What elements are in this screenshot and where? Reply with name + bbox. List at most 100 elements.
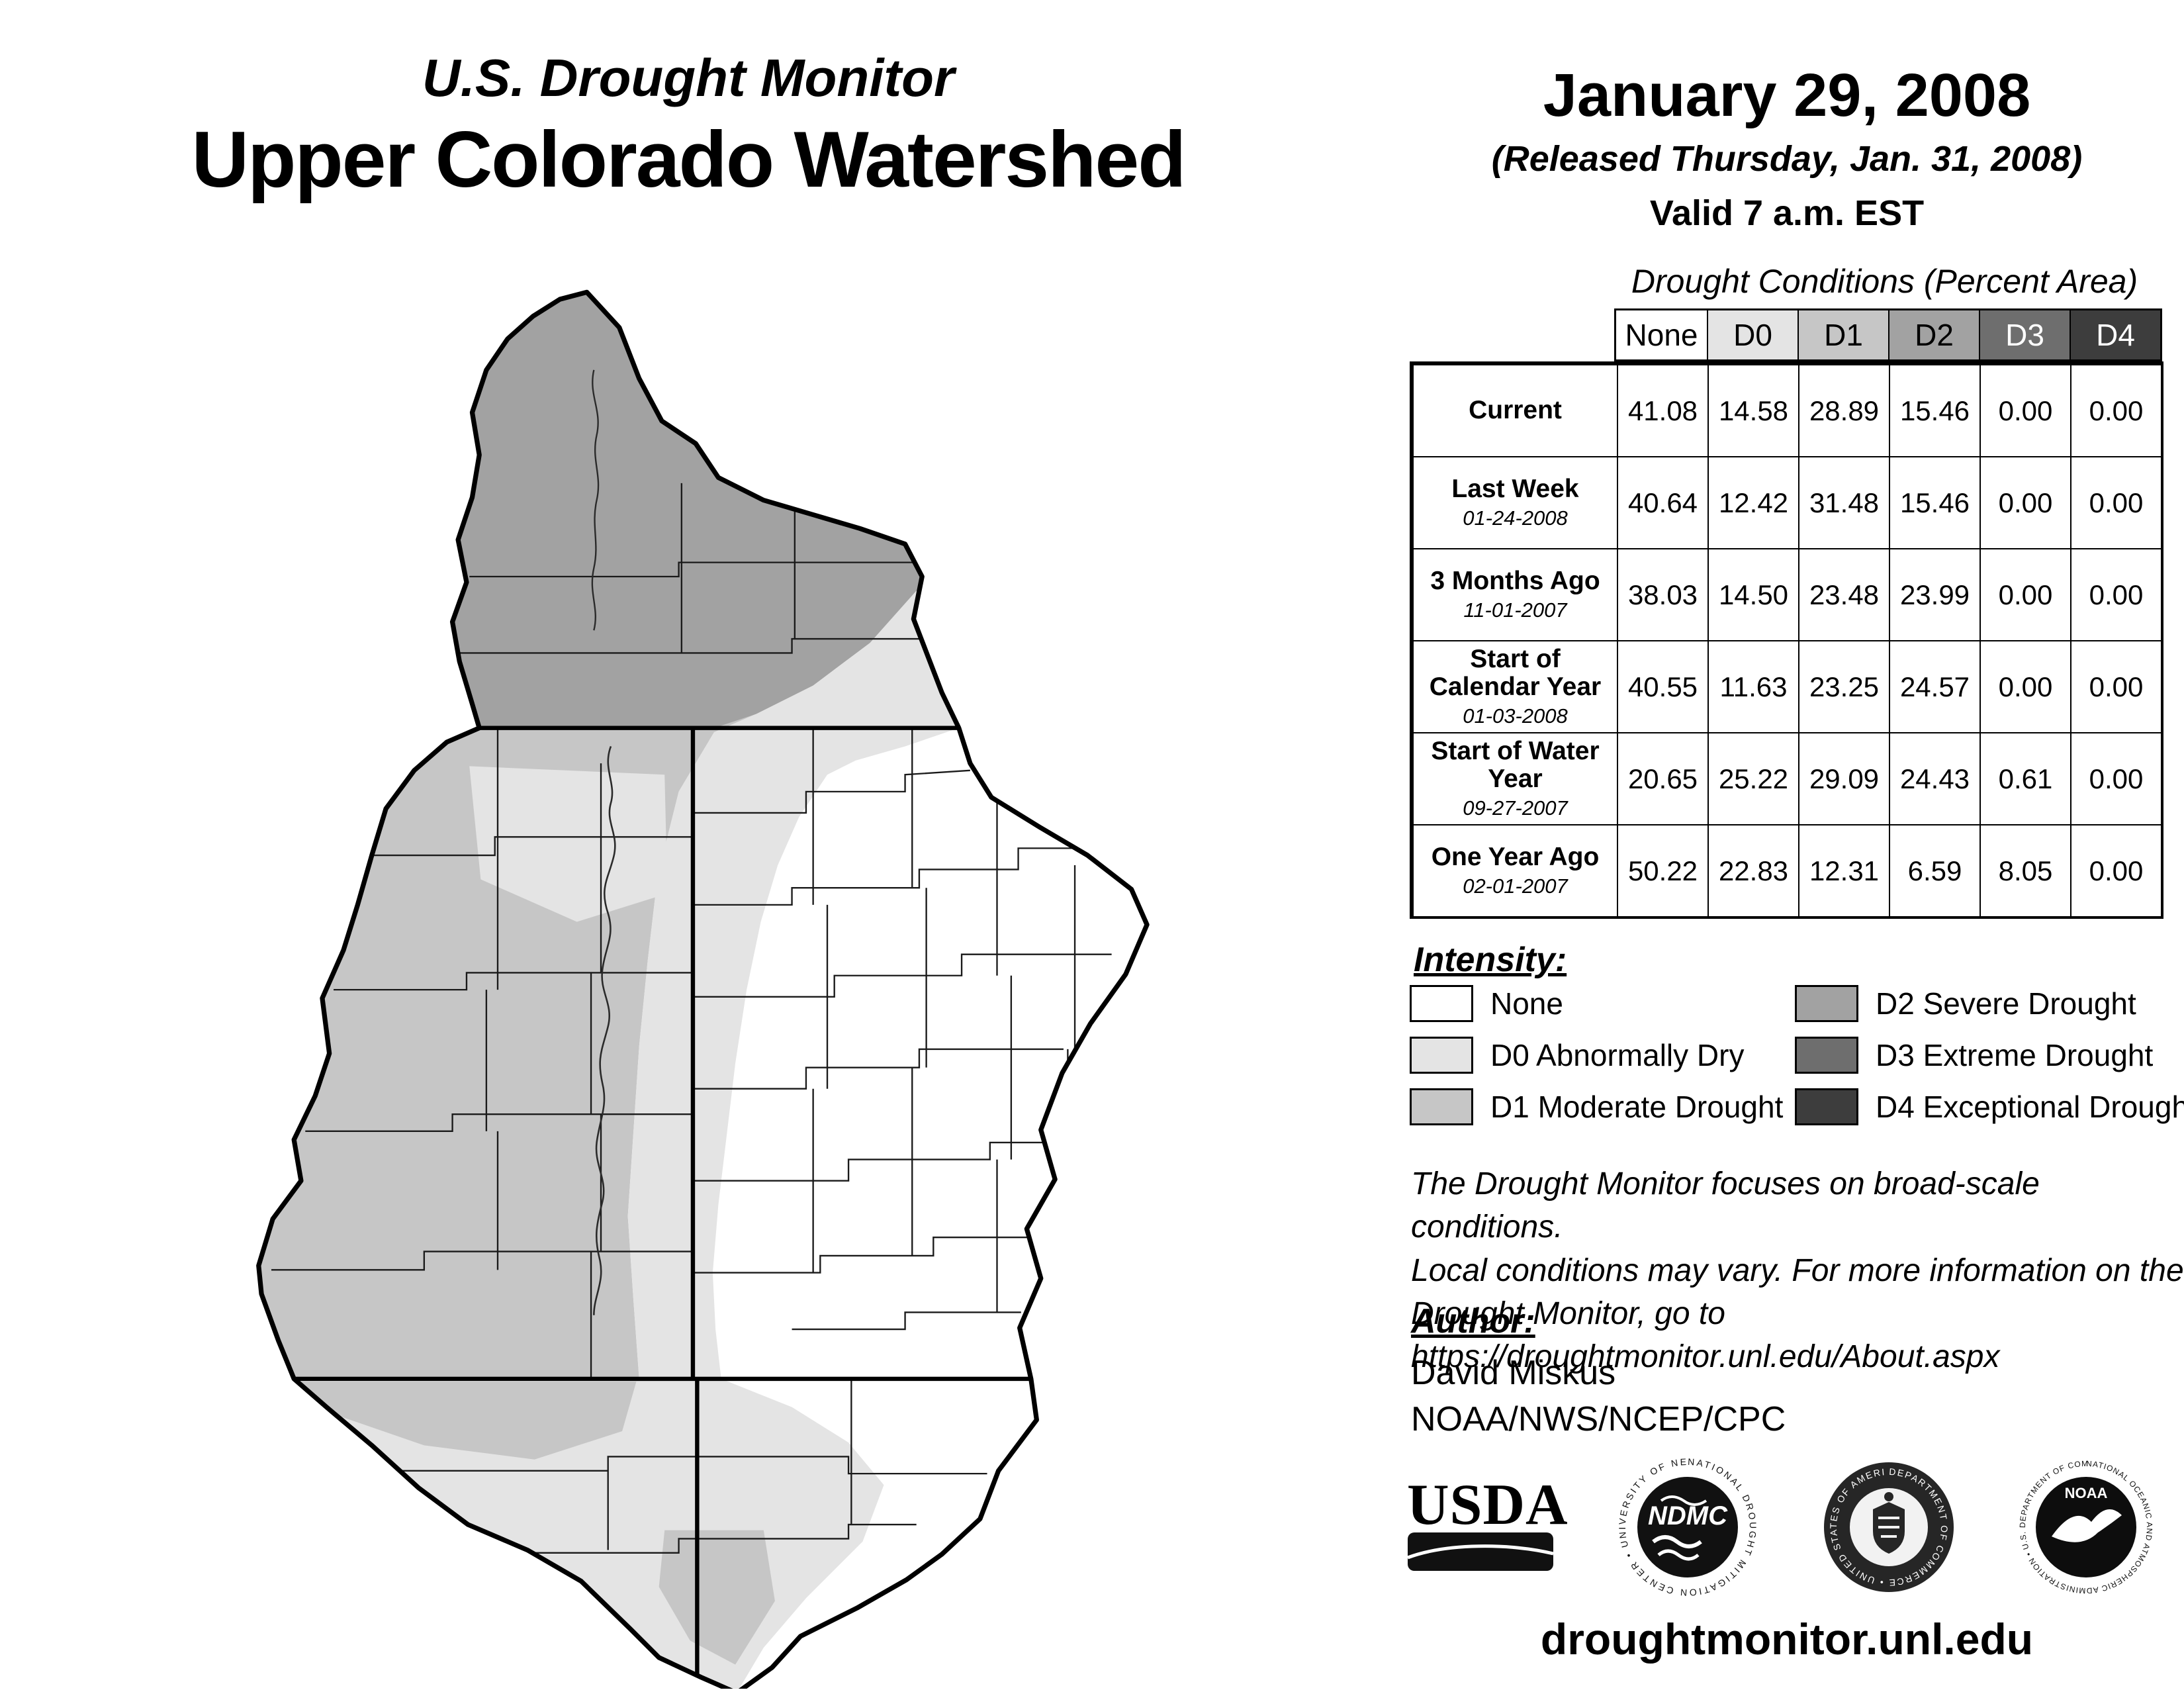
author-org: NOAA/NWS/NCEP/CPC bbox=[1411, 1400, 1786, 1438]
table-col-header-d3: D3 bbox=[1979, 310, 2070, 359]
map-region-d2 bbox=[452, 292, 923, 728]
table-value-cell: 23.48 bbox=[1798, 548, 1889, 640]
table-value-cell: 0.00 bbox=[2070, 548, 2161, 640]
table-value-cell: 41.08 bbox=[1617, 364, 1707, 456]
county-borders-south bbox=[332, 1380, 987, 1554]
report-series-title: U.S. Drought Monitor bbox=[422, 48, 955, 107]
table-header-row: None D0 D1 D2 D3 D4 bbox=[1614, 308, 2162, 361]
disclaimer-line: The Drought Monitor focuses on broad-sca… bbox=[1411, 1166, 2040, 1245]
usda-logo: USDA bbox=[1407, 1472, 1569, 1575]
upper-river-line bbox=[591, 369, 600, 631]
report-date: January 29, 2008 bbox=[1543, 62, 2031, 129]
legend-swatch bbox=[1410, 1037, 1473, 1074]
table-value-cell: 50.22 bbox=[1617, 824, 1707, 916]
table-value-cell: 14.50 bbox=[1707, 548, 1798, 640]
table-value-cell: 0.00 bbox=[1979, 548, 2070, 640]
table-row-label: One Year Ago 02-01-2007 bbox=[1412, 824, 1617, 916]
table-row-label: 3 Months Ago 11-01-2007 bbox=[1412, 548, 1617, 640]
released-date: (Released Thursday, Jan. 31, 2008) bbox=[1491, 139, 2083, 179]
date-block: January 29, 2008 (Released Thursday, Jan… bbox=[1430, 61, 2144, 234]
footer-url: droughtmonitor.unl.edu bbox=[1540, 1615, 2034, 1664]
author-name: David Miskus bbox=[1411, 1354, 1616, 1392]
table-value-cell: 0.00 bbox=[2070, 732, 2161, 824]
legend-column-left: None D0 Abnormally Dry D1 Moderate Drought bbox=[1410, 983, 1783, 1138]
table-value-cell: 23.25 bbox=[1798, 640, 1889, 732]
table-value-cell: 0.00 bbox=[1979, 640, 2070, 732]
table-body: Current 41.08 14.58 28.89 15.46 0.00 0.00 Last … bbox=[1410, 361, 2163, 919]
legend-title: Intensity: bbox=[1414, 941, 1567, 979]
table-value-cell: 40.55 bbox=[1617, 640, 1707, 732]
table-value-cell: 0.61 bbox=[1979, 732, 2070, 824]
table-title: Drought Conditions (Percent Area) bbox=[1631, 263, 2138, 300]
table-value-cell: 8.05 bbox=[1979, 824, 2070, 916]
county-borders-east bbox=[692, 728, 1112, 1331]
table-value-cell: 0.00 bbox=[2070, 456, 2161, 548]
commerce-seal-icon: DEPARTMENT OF COMMERCE • UNITED STATES O… bbox=[1824, 1462, 1954, 1592]
county-borders-north bbox=[458, 483, 941, 654]
map-region-d1-tip bbox=[659, 1530, 775, 1665]
table-value-cell: 12.31 bbox=[1798, 824, 1889, 916]
table-value-cell: 24.57 bbox=[1889, 640, 1979, 732]
disclaimer-line: Drought Monitor, go to https://droughtmo… bbox=[1411, 1295, 2000, 1375]
legend-swatch bbox=[1795, 985, 1858, 1022]
map-region-d0-pocket bbox=[469, 766, 668, 922]
legend-swatch bbox=[1795, 1037, 1858, 1074]
author-block: Author: David Miskus NOAA/NWS/NCEP/CPC bbox=[1411, 1301, 1786, 1439]
table-value-cell: 40.64 bbox=[1617, 456, 1707, 548]
green-river-line bbox=[593, 746, 616, 1315]
map-title-block: U.S. Drought Monitor Upper Colorado Wate… bbox=[79, 48, 1297, 205]
table-value-cell: 24.43 bbox=[1889, 732, 1979, 824]
table-value-cell: 0.00 bbox=[1979, 456, 2070, 548]
usda-wordmark: USDA bbox=[1407, 1472, 1569, 1537]
valid-time: Valid 7 a.m. EST bbox=[1649, 193, 1925, 233]
table-col-header-d1: D1 bbox=[1797, 310, 1888, 359]
watershed-map-svg bbox=[256, 289, 1150, 1692]
legend-label: None bbox=[1490, 986, 1563, 1021]
table-value-cell: 20.65 bbox=[1617, 732, 1707, 824]
legend-item: D2 Severe Drought bbox=[1795, 983, 2184, 1024]
svg-text:NDMC: NDMC bbox=[1648, 1501, 1728, 1530]
county-borders-west bbox=[271, 729, 693, 1378]
noaa-logo-icon: NATIONAL OCEANIC AND ATMOSPHERIC ADMINIS… bbox=[2019, 1460, 2154, 1595]
table-value-cell: 15.46 bbox=[1889, 456, 1979, 548]
table-value-cell: 31.48 bbox=[1798, 456, 1889, 548]
legend-swatch bbox=[1410, 985, 1473, 1022]
logo-row: USDA NATIONAL DROUGHT MITIGATION CENTER … bbox=[1407, 1455, 2154, 1599]
state-borders bbox=[294, 726, 1031, 1686]
legend-swatch bbox=[1410, 1088, 1473, 1125]
legend-label: D3 Extreme Drought bbox=[1876, 1038, 2154, 1072]
watershed-map bbox=[212, 278, 1298, 1692]
disclaimer-line: Local conditions may vary. For more info… bbox=[1411, 1252, 2184, 1288]
table-row-label: Current bbox=[1412, 364, 1617, 456]
table-value-cell: 15.46 bbox=[1889, 364, 1979, 456]
table-value-cell: 29.09 bbox=[1798, 732, 1889, 824]
legend-item: D0 Abnormally Dry bbox=[1410, 1035, 1783, 1076]
legend-label: D4 Exceptional Drought bbox=[1876, 1090, 2184, 1124]
legend-label: D0 Abnormally Dry bbox=[1490, 1038, 1745, 1072]
table-value-cell: 0.00 bbox=[2070, 364, 2161, 456]
table-value-cell: 23.99 bbox=[1889, 548, 1979, 640]
table-value-cell: 0.00 bbox=[2070, 640, 2161, 732]
map-region-d1-south bbox=[299, 1382, 637, 1460]
table-value-cell: 38.03 bbox=[1617, 548, 1707, 640]
table-value-cell: 28.89 bbox=[1798, 364, 1889, 456]
author-heading: Author: bbox=[1411, 1302, 1535, 1340]
disclaimer: The Drought Monitor focuses on broad-sca… bbox=[1411, 1162, 2184, 1378]
legend-item: D3 Extreme Drought bbox=[1795, 1035, 2184, 1076]
table-value-cell: 0.00 bbox=[1979, 364, 2070, 456]
legend-item: None bbox=[1410, 983, 1783, 1024]
legend-item: D4 Exceptional Drought bbox=[1795, 1086, 2184, 1127]
table-col-header-d4: D4 bbox=[2070, 310, 2160, 359]
legend-item: D1 Moderate Drought bbox=[1410, 1086, 1783, 1127]
legend-column-right: D2 Severe Drought D3 Extreme Drought D4 Ex… bbox=[1795, 983, 2184, 1138]
table-col-header-d0: D0 bbox=[1707, 310, 1797, 359]
usda-swoosh-icon bbox=[1407, 1532, 1554, 1572]
table-value-cell: 25.22 bbox=[1707, 732, 1798, 824]
page-title: Upper Colorado Watershed bbox=[191, 115, 1186, 204]
legend-label: D1 Moderate Drought bbox=[1490, 1090, 1784, 1124]
table-value-cell: 0.00 bbox=[2070, 824, 2161, 916]
table-col-header-none: None bbox=[1616, 310, 1707, 359]
watershed-outline bbox=[256, 289, 1150, 1692]
table-value-cell: 14.58 bbox=[1707, 364, 1798, 456]
